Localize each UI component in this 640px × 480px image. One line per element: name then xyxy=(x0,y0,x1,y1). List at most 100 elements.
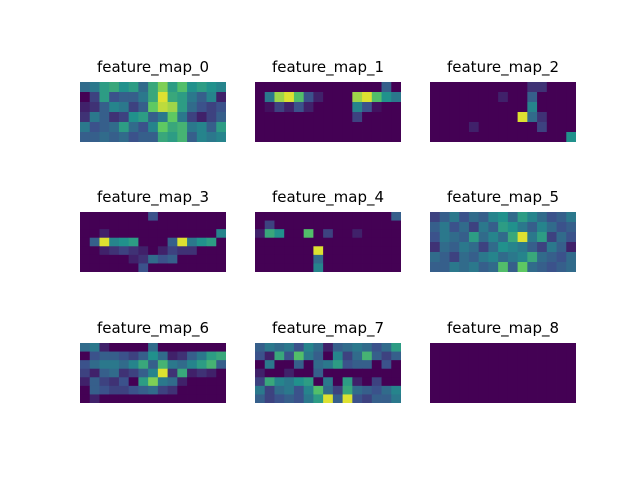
heatmap-cell xyxy=(362,368,373,378)
heatmap-cell xyxy=(342,368,353,378)
heatmap-cell xyxy=(284,82,295,93)
heatmap-cell xyxy=(478,122,489,133)
heatmap-cell xyxy=(381,263,392,272)
heatmap-cell xyxy=(556,232,567,243)
heatmap-cell xyxy=(439,82,450,93)
heatmap-cell xyxy=(255,368,266,378)
heatmap-cell xyxy=(488,212,499,223)
heatmap-cell xyxy=(177,92,188,103)
heatmap-cell xyxy=(148,112,159,123)
heatmap-cell xyxy=(537,373,548,384)
heatmap-cell xyxy=(303,122,314,133)
heatmap-cell xyxy=(157,394,168,403)
heatmap-cell xyxy=(391,212,401,221)
heatmap-cell xyxy=(89,122,100,133)
panel-title: feature_map_5 xyxy=(446,188,560,206)
heatmap-cell xyxy=(342,254,353,264)
heatmap-cell xyxy=(187,246,198,256)
heatmap-cell xyxy=(255,112,266,123)
heatmap-cell xyxy=(556,102,567,113)
heatmap-cell xyxy=(391,394,401,403)
heatmap-cell xyxy=(556,393,567,403)
heatmap-cell xyxy=(546,82,557,93)
heatmap-cell xyxy=(498,252,509,263)
heatmap-cell xyxy=(517,252,528,263)
heatmap-cell xyxy=(89,385,100,395)
heatmap-feature-map-1 xyxy=(255,82,401,142)
heatmap-cell xyxy=(99,246,110,256)
heatmap-cell xyxy=(264,343,275,352)
heatmap-cell xyxy=(517,122,528,133)
heatmap-cell xyxy=(449,212,460,223)
heatmap-cell xyxy=(148,246,159,256)
heatmap-cell xyxy=(255,92,266,103)
heatmap-cell xyxy=(507,102,518,113)
heatmap-cell xyxy=(468,212,480,223)
heatmap-cell xyxy=(118,212,130,221)
heatmap-cell xyxy=(342,385,353,395)
heatmap-cell xyxy=(362,212,373,221)
heatmap-cell xyxy=(196,132,207,142)
heatmap-cell xyxy=(274,263,285,272)
heatmap-cell xyxy=(488,92,499,103)
heatmap-cell xyxy=(196,394,207,403)
heatmap-cell xyxy=(537,122,548,133)
heatmap-cell xyxy=(459,343,470,354)
heatmap-cell xyxy=(255,343,266,352)
heatmap-cell xyxy=(177,263,188,272)
heatmap-cell xyxy=(303,237,314,247)
heatmap-cell xyxy=(284,237,295,247)
heatmap-cell xyxy=(293,212,305,221)
heatmap-cell xyxy=(264,82,275,93)
heatmap-cell xyxy=(342,82,353,93)
heatmap-cell xyxy=(89,102,100,113)
heatmap-cell xyxy=(449,262,460,272)
heatmap-cell xyxy=(498,373,509,384)
heatmap-cell xyxy=(255,102,266,113)
heatmap-feature-map-3 xyxy=(80,212,226,272)
heatmap-cell xyxy=(323,92,334,103)
heatmap-cell xyxy=(362,92,373,103)
heatmap-cell xyxy=(342,102,353,113)
heatmap-cell xyxy=(89,254,100,264)
heatmap-cell xyxy=(157,82,168,93)
heatmap-cell xyxy=(566,373,576,384)
heatmap-cell xyxy=(177,351,188,361)
panel-feature-map-0: feature_map_0 xyxy=(80,58,226,142)
heatmap-cell xyxy=(109,351,120,361)
heatmap-cell xyxy=(157,122,168,133)
heatmap-cell xyxy=(293,112,305,123)
heatmap-cell xyxy=(362,237,373,247)
heatmap-cell xyxy=(391,112,401,123)
heatmap-cell xyxy=(99,351,110,361)
heatmap-cell xyxy=(157,132,168,142)
heatmap-cell xyxy=(255,212,266,221)
heatmap-cell xyxy=(167,368,178,378)
heatmap-cell xyxy=(187,254,198,264)
heatmap-cell xyxy=(128,343,139,352)
heatmap-cell xyxy=(507,212,518,223)
heatmap-cell xyxy=(148,385,159,395)
heatmap-cell xyxy=(527,112,538,123)
heatmap-cell xyxy=(80,122,91,133)
heatmap-cell xyxy=(566,252,576,263)
panel-feature-map-6: feature_map_6 xyxy=(80,319,226,403)
heatmap-cell xyxy=(216,102,226,113)
heatmap-cell xyxy=(293,122,305,133)
heatmap-cell xyxy=(371,246,382,256)
panel-title: feature_map_1 xyxy=(271,58,385,76)
heatmap-cell xyxy=(128,254,139,264)
heatmap-cell xyxy=(293,385,305,395)
heatmap-cell xyxy=(128,237,139,247)
heatmap-cell xyxy=(293,263,305,272)
heatmap-cell xyxy=(313,220,324,230)
heatmap-cell xyxy=(255,360,266,370)
heatmap-cell xyxy=(468,222,480,233)
heatmap-cell xyxy=(332,263,343,272)
heatmap-cell xyxy=(187,351,198,361)
heatmap-cell xyxy=(138,212,149,221)
heatmap-cell xyxy=(468,242,480,253)
heatmap-cell xyxy=(118,385,130,395)
heatmap-cell xyxy=(177,237,188,247)
